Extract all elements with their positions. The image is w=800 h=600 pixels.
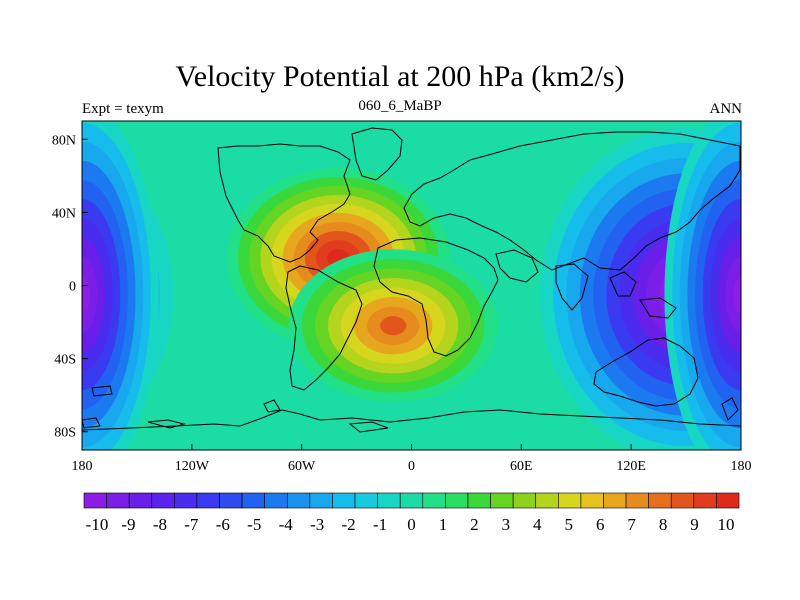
- x-tick-label: 60W: [288, 459, 316, 474]
- colorbar-swatch: [241, 492, 265, 509]
- colorbar-swatch: [603, 492, 627, 509]
- colorbar-label: -3: [310, 515, 324, 534]
- colorbar-swatch: [128, 492, 153, 509]
- colorbar-label: 9: [690, 515, 699, 534]
- colorbar-swatch: [399, 492, 424, 509]
- y-tick-label: 80N: [52, 133, 76, 148]
- contour-band: [82, 252, 94, 338]
- colorbar-swatch: [83, 492, 107, 509]
- colorbar-label: 0: [407, 515, 416, 534]
- colorbar-swatch: [693, 492, 717, 509]
- colorbar-label: -6: [216, 515, 230, 534]
- colorbar-swatch: [490, 492, 514, 509]
- colorbar-swatch: [332, 492, 356, 509]
- colorbar-swatch: [377, 492, 401, 509]
- colorbar-swatch: [422, 492, 446, 509]
- colorbar: -10 -9 -8 -7 -6 -5 -4 -3 -2 -1 0 1 2 3 4 5 6 7 8 9 10: [83, 492, 740, 534]
- contour-band: [733, 275, 741, 314]
- x-tick-label: 180: [731, 459, 752, 474]
- contour-band: [14, 279, 41, 309]
- x-tick-label: 180: [72, 459, 93, 474]
- colorbar-swatch: [670, 492, 695, 509]
- colorbar-label: 5: [565, 515, 574, 534]
- colorbar-swatch: [535, 492, 559, 509]
- colorbar-label: -1: [373, 515, 387, 534]
- case-label: 060_6_MaBP: [358, 98, 442, 114]
- colorbar-swatch: [716, 492, 740, 509]
- contour-band: [380, 316, 407, 336]
- colorbar-label: 3: [502, 515, 511, 534]
- colorbar-label: -7: [184, 515, 199, 534]
- colorbar-label: 4: [533, 515, 542, 534]
- colorbar-label: 7: [627, 515, 636, 534]
- colorbar-swatch: [264, 492, 288, 509]
- colorbar-swatch: [354, 492, 378, 509]
- x-tick-label: 0: [408, 459, 415, 474]
- colorbar-swatch: [174, 492, 198, 509]
- colorbar-label: -4: [279, 515, 294, 534]
- colorbar-swatch: [219, 492, 243, 509]
- colorbar-label: 2: [470, 515, 479, 534]
- colorbar-swatch: [512, 492, 537, 509]
- colorbar-swatch: [558, 492, 582, 509]
- colorbar-label: -5: [247, 515, 261, 534]
- x-tick-label: 120W: [175, 459, 210, 474]
- colorbar-label: -9: [121, 515, 135, 534]
- colorbar-swatch: [196, 492, 220, 509]
- x-tick-label: 60E: [510, 459, 533, 474]
- colorbar-swatch: [445, 492, 469, 509]
- y-tick-label: 0: [69, 280, 76, 295]
- colorbar-swatch: [580, 492, 604, 509]
- contour-band: [1, 264, 54, 325]
- colorbar-label: 10: [718, 515, 735, 534]
- colorbar-swatch: [309, 492, 333, 509]
- experiment-label: Expt = texym: [82, 101, 164, 117]
- colorbar-label: -8: [153, 515, 167, 534]
- contour-band: [0, 234, 80, 355]
- colorbar-label: 6: [596, 515, 605, 534]
- colorbar-swatch: [648, 492, 672, 509]
- plot-title: Velocity Potential at 200 hPa (km2/s): [175, 60, 625, 93]
- colorbar-swatch: [106, 492, 130, 509]
- colorbar-swatch: [286, 492, 311, 509]
- y-tick-label: 40S: [54, 353, 76, 368]
- contour-band: [0, 249, 67, 340]
- colorbar-swatch: [467, 492, 491, 509]
- axis-ticks: 180 120W 60W 0 60E 120E 180 80N 40N 0 40S 80S: [52, 133, 752, 474]
- colorbar-label: -10: [86, 515, 109, 534]
- continent-outlines: [82, 127, 741, 433]
- y-tick-label: 80S: [54, 426, 76, 441]
- x-tick-label: 120E: [616, 459, 646, 474]
- y-tick-label: 40N: [52, 206, 76, 221]
- season-label: ANN: [709, 101, 743, 117]
- colorbar-swatch: [151, 492, 175, 509]
- colorbar-label: -2: [342, 515, 356, 534]
- colorbar-label: 8: [659, 515, 668, 534]
- colorbar-label: 1: [439, 515, 448, 534]
- colorbar-swatch: [625, 492, 649, 509]
